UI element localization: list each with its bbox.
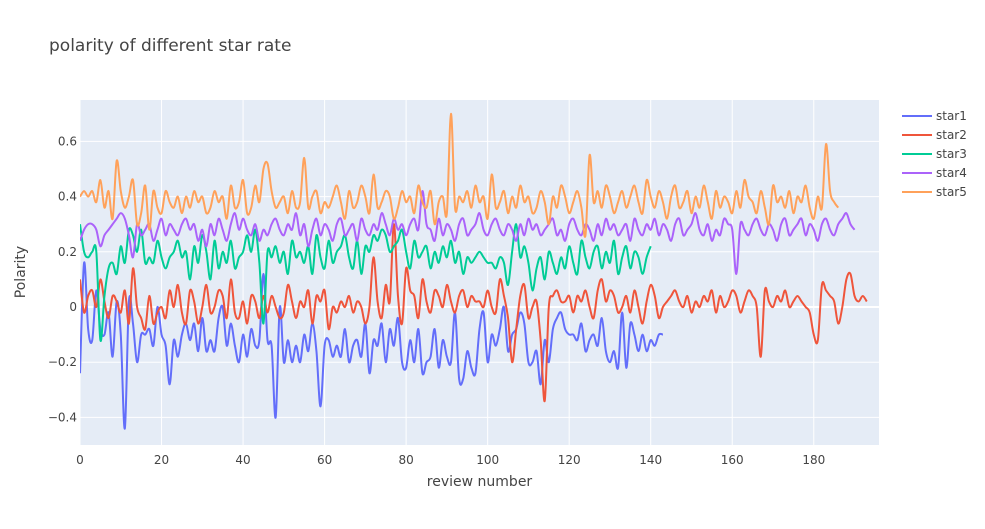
x-tick-label: 160 [721, 453, 744, 467]
x-tick-label: 140 [639, 453, 662, 467]
x-axis-ticks: 0 20 40 60 80 100 120 140 160 180 [76, 453, 825, 467]
legend-item-star4[interactable]: star4 [902, 166, 967, 180]
legend-label: star4 [936, 166, 967, 180]
series-line-star1 [80, 261, 664, 430]
plot-background [80, 100, 879, 445]
legend-label: star2 [936, 128, 967, 142]
legend-label: star5 [936, 185, 967, 199]
legend[interactable]: star1 star2 star3 star4 star5 [902, 109, 967, 199]
x-tick-label: 40 [235, 453, 250, 467]
legend-item-star1[interactable]: star1 [902, 109, 967, 123]
y-axis-ticks: −0.4 −0.2 0 0.2 0.4 0.6 [48, 134, 77, 424]
legend-label: star3 [936, 147, 967, 161]
x-tick-label: 0 [76, 453, 84, 467]
y-axis-title: Polarity [13, 246, 29, 298]
x-tick-label: 180 [802, 453, 825, 467]
series-lines [80, 112, 868, 430]
y-tick-label: 0.2 [58, 245, 77, 259]
x-tick-label: 60 [317, 453, 332, 467]
series-line-star4 [80, 190, 856, 275]
y-tick-label: 0.4 [58, 190, 77, 204]
series-line-star3 [80, 223, 652, 342]
x-axis-title: review number [427, 474, 533, 490]
y-tick-label: 0.6 [58, 134, 77, 148]
legend-item-star2[interactable]: star2 [902, 128, 967, 142]
x-tick-label: 100 [476, 453, 499, 467]
legend-label: star1 [936, 109, 967, 123]
chart-title: polarity of different star rate [49, 36, 291, 56]
x-tick-label: 120 [558, 453, 581, 467]
x-tick-label: 80 [398, 453, 413, 467]
legend-item-star5[interactable]: star5 [902, 185, 967, 199]
y-tick-label: −0.2 [48, 355, 77, 369]
y-tick-label: 0 [69, 300, 77, 314]
x-tick-label: 20 [154, 453, 169, 467]
legend-item-star3[interactable]: star3 [902, 147, 967, 161]
y-tick-label: −0.4 [48, 410, 77, 424]
series-line-star5 [80, 112, 840, 238]
series-line-star2 [80, 223, 868, 402]
